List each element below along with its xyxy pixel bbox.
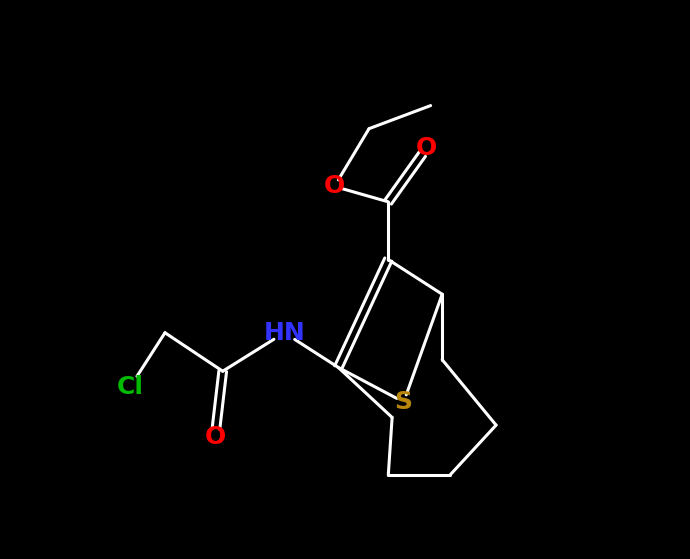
- Text: O: O: [324, 174, 345, 198]
- Text: HN: HN: [264, 321, 305, 345]
- Text: O: O: [416, 136, 437, 160]
- Text: S: S: [395, 390, 413, 414]
- Text: Cl: Cl: [117, 375, 144, 399]
- Text: O: O: [204, 425, 226, 449]
